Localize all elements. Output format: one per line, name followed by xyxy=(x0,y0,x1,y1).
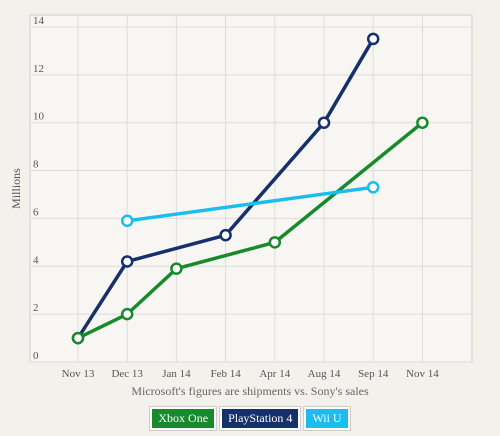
data-point-series-0 xyxy=(219,228,232,242)
legend-item-wii-u[interactable]: Wii U xyxy=(303,406,351,431)
y-tick-label: 2 xyxy=(33,302,39,314)
series-line-2 xyxy=(125,185,375,223)
legend-item-playstation-4[interactable]: PlayStation 4 xyxy=(219,406,302,431)
x-tick-label: Feb 14 xyxy=(210,368,241,380)
x-tick-label: Apr 14 xyxy=(259,368,290,380)
y-axis-title: Millions xyxy=(9,168,23,209)
data-point-series-2 xyxy=(120,214,134,228)
y-tick-label: 4 xyxy=(33,254,39,266)
data-point-series-0 xyxy=(317,116,331,129)
legend-item-xbox-one[interactable]: Xbox One xyxy=(149,406,218,431)
data-point-series-2 xyxy=(366,181,380,194)
chart-plot-area: 0 2 4 6 8 10 12 14 Nov 13 Dec 13 Jan 14 Feb 14 Apr 1… xyxy=(9,14,473,380)
y-tick-label: 0 xyxy=(33,350,39,362)
x-tick-label: Jan 14 xyxy=(162,368,191,380)
x-tick-label: Dec 13 xyxy=(111,368,143,380)
y-tick-label: 12 xyxy=(33,63,44,75)
data-point-series-0 xyxy=(120,255,134,268)
data-point-series-1 xyxy=(170,262,183,275)
y-tick-label: 8 xyxy=(33,159,39,171)
chart-legend: Xbox One PlayStation 4 Wii U xyxy=(0,406,500,431)
data-point-series-1 xyxy=(120,307,134,321)
x-tick-label: Nov 14 xyxy=(406,368,439,380)
data-point-series-0 xyxy=(366,32,380,46)
data-point-series-1 xyxy=(416,116,429,129)
y-tick-label: 10 xyxy=(33,111,45,123)
x-tick-label: Nov 13 xyxy=(62,368,95,380)
x-tick-label: Sep 14 xyxy=(358,368,389,380)
plot-background xyxy=(29,14,473,363)
x-tick-label: Aug 14 xyxy=(308,368,341,380)
data-point-series-1 xyxy=(268,236,282,249)
y-tick-label: 6 xyxy=(33,206,39,218)
data-point-series-1 xyxy=(71,331,85,345)
y-tick-label: 14 xyxy=(33,15,45,27)
chart-caption: Microsoft's figures are shipments vs. So… xyxy=(131,384,369,398)
